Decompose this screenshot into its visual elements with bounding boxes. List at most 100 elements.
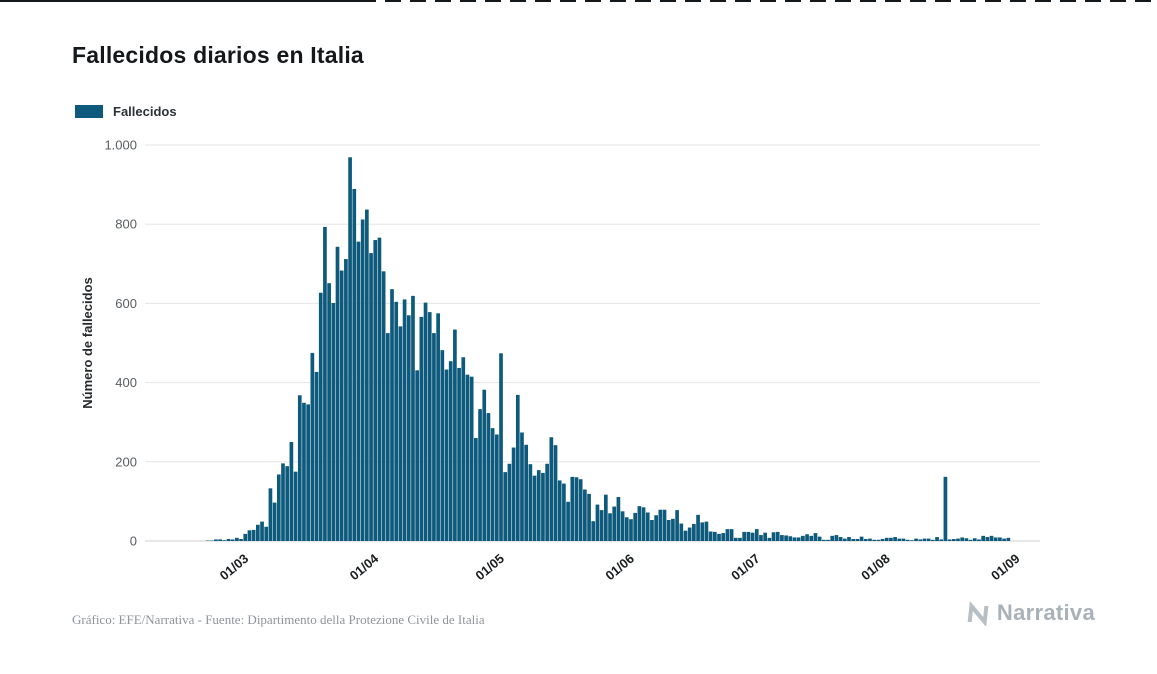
bar[interactable] [427, 312, 432, 541]
bar[interactable] [998, 537, 1002, 541]
bar[interactable] [222, 540, 227, 541]
bar[interactable] [943, 476, 948, 541]
bar[interactable] [897, 538, 902, 541]
bar[interactable] [595, 504, 600, 541]
bar[interactable] [297, 395, 302, 541]
bar[interactable] [281, 463, 285, 541]
bar[interactable] [729, 529, 734, 541]
bar[interactable] [813, 533, 818, 541]
bar[interactable] [901, 538, 906, 541]
bar[interactable] [721, 533, 726, 541]
bar[interactable] [536, 470, 541, 541]
bar[interactable] [624, 517, 629, 541]
bar[interactable] [851, 539, 856, 541]
bar[interactable] [448, 361, 453, 541]
bar[interactable] [666, 520, 671, 541]
bar[interactable] [486, 413, 491, 541]
bar[interactable] [675, 510, 679, 541]
bar[interactable] [977, 539, 981, 541]
bar[interactable] [704, 521, 709, 541]
bar[interactable] [562, 483, 566, 541]
bar[interactable] [591, 521, 596, 541]
bar[interactable] [759, 535, 763, 541]
bar[interactable] [796, 537, 801, 541]
bar[interactable] [633, 512, 638, 541]
bar[interactable] [398, 326, 403, 541]
bar[interactable] [356, 241, 361, 541]
bar[interactable] [511, 447, 516, 541]
bar[interactable] [842, 538, 847, 541]
bar[interactable] [331, 303, 336, 541]
bar[interactable] [712, 531, 717, 541]
bar[interactable] [478, 409, 482, 541]
bar[interactable] [553, 445, 558, 541]
bar[interactable] [444, 369, 449, 541]
bar[interactable] [272, 502, 277, 541]
bar[interactable] [780, 535, 784, 541]
bar[interactable] [830, 535, 835, 541]
bar[interactable] [247, 530, 252, 541]
bar[interactable] [365, 209, 369, 542]
bar[interactable] [725, 529, 730, 541]
bar[interactable] [515, 394, 520, 541]
bar[interactable] [692, 523, 696, 541]
bar[interactable] [528, 464, 533, 541]
bar[interactable] [821, 539, 826, 541]
bar[interactable] [507, 463, 512, 541]
bar[interactable] [951, 539, 956, 541]
bar[interactable] [415, 370, 420, 541]
bar[interactable] [436, 313, 440, 541]
bar[interactable] [440, 350, 445, 541]
bar[interactable] [482, 389, 487, 541]
bar[interactable] [570, 476, 575, 541]
bar[interactable] [914, 538, 918, 541]
bar[interactable] [645, 512, 650, 541]
bar[interactable] [993, 537, 998, 541]
bar[interactable] [968, 539, 973, 541]
bar[interactable] [469, 376, 474, 541]
bar[interactable] [763, 532, 767, 541]
bar[interactable] [549, 437, 554, 541]
bar[interactable] [616, 497, 621, 541]
bar[interactable] [905, 539, 910, 541]
bar[interactable] [784, 535, 788, 541]
bar[interactable] [960, 537, 965, 541]
bar[interactable] [859, 536, 864, 541]
bar[interactable] [432, 333, 436, 541]
bar[interactable] [306, 404, 310, 541]
bar[interactable] [855, 539, 860, 541]
bar[interactable] [339, 270, 344, 541]
bar[interactable] [750, 532, 755, 541]
bar[interactable] [662, 509, 667, 541]
bar[interactable] [344, 259, 348, 541]
bar[interactable] [318, 292, 323, 541]
bar[interactable] [880, 539, 885, 541]
bar[interactable] [310, 352, 315, 541]
bar[interactable] [629, 519, 633, 541]
bar[interactable] [226, 539, 231, 541]
bar[interactable] [809, 535, 814, 541]
bar[interactable] [285, 466, 290, 541]
bar[interactable] [775, 531, 780, 541]
bar[interactable] [369, 253, 373, 542]
bar[interactable] [989, 535, 994, 541]
bar[interactable] [335, 246, 340, 541]
bar[interactable] [717, 533, 721, 541]
bar[interactable] [893, 537, 897, 541]
bar[interactable] [524, 444, 529, 541]
bar[interactable] [700, 522, 705, 541]
bar[interactable] [327, 283, 331, 541]
bar[interactable] [637, 506, 642, 541]
bar[interactable] [209, 540, 214, 542]
bar[interactable] [922, 538, 927, 541]
legend-item-fallecidos[interactable]: Fallecidos [75, 104, 177, 119]
bar[interactable] [679, 523, 684, 541]
bar[interactable] [406, 315, 411, 541]
bar[interactable] [453, 329, 457, 541]
bar[interactable] [532, 475, 537, 541]
bar[interactable] [465, 374, 470, 541]
bar[interactable] [620, 511, 625, 541]
bar[interactable] [494, 434, 499, 541]
bar[interactable] [972, 538, 977, 541]
bar[interactable] [671, 518, 675, 541]
